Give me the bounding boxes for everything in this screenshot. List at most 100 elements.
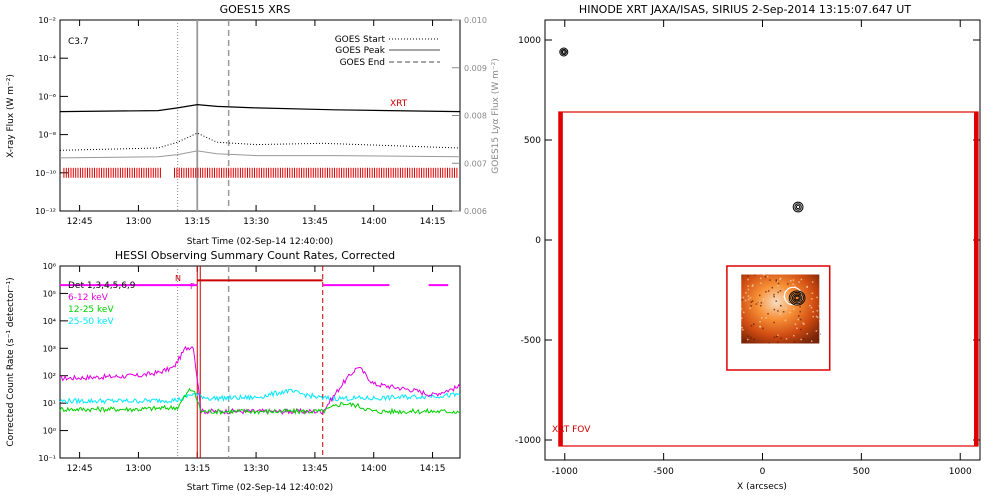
xrt-image-speckle (780, 337, 782, 339)
xrt-image-speckle (806, 333, 808, 335)
xrt-contour-ring (795, 204, 801, 210)
xrt-image-speckle (754, 274, 756, 276)
xrt-image-speckle (792, 279, 795, 281)
xrt-ytick-label: 500 (524, 136, 541, 146)
xrt-image-border (740, 273, 821, 345)
xrt-image-speckle (806, 286, 808, 288)
xrt-image-speckle (766, 275, 769, 278)
xrt-image-speckle (743, 311, 745, 314)
xrt-image-speckle (765, 317, 767, 319)
xrt-image-speckle (802, 322, 804, 324)
xrt-xtick-label: 0 (760, 467, 766, 477)
xrt-image-speckle (759, 294, 761, 297)
goes-series-solid-gray (59, 150, 461, 159)
xrt-contour-ring (792, 201, 804, 213)
xrt-image-speckle (765, 291, 767, 293)
xrt-image-speckle (815, 315, 818, 318)
goes-flare-class: C3.7 (68, 37, 89, 47)
xrt-image-speckle (744, 339, 747, 342)
xrt-ytick-label: -500 (521, 336, 542, 346)
hessi-ytick-label: 10⁶ (43, 262, 56, 271)
legend-label-goes-peak: GOES Peak (335, 46, 385, 56)
hessi-ytick-label: 10³ (43, 344, 56, 353)
hessi-xtick-label: 13:30 (243, 464, 269, 474)
xrt-image-speckle (800, 338, 802, 341)
xrt-image-speckle (775, 280, 778, 282)
xrt-image-speckle (762, 298, 765, 301)
xrt-image-speckle (785, 308, 787, 310)
xrt-image-speckle (816, 310, 819, 312)
xrt-image-speckle (744, 299, 747, 302)
xrt-image-speckle (741, 326, 743, 329)
hessi-xtick-label: 14:00 (361, 464, 387, 474)
hessi-ytick-label: 10² (43, 372, 56, 381)
xrt-image-speckle (789, 300, 791, 303)
xrt-image-speckle (747, 295, 750, 297)
xrt-contour-ring (794, 295, 800, 301)
xrt-image-speckle (745, 292, 747, 294)
goes-ytick-label: 10⁻¹² (35, 207, 56, 216)
xrt-image-speckle (741, 299, 743, 301)
xrt-image-speckle (773, 293, 775, 296)
hessi-legend-6-12: 6-12 keV (68, 293, 109, 303)
goes-xlabel: Start Time (02-Sep-14 12:40:00) (187, 237, 333, 247)
xrt-image-speckle (780, 303, 782, 305)
goes-xtick-label: 13:30 (243, 217, 269, 227)
xrt-image-speckle (790, 280, 792, 282)
hessi-ylabel: Corrected Count Rate (s⁻¹ detector⁻¹) (6, 277, 16, 446)
xrt-image-speckle (809, 304, 811, 307)
hessi-ytick-label: 10⁴ (43, 317, 56, 326)
xrt-image-speckle (779, 277, 782, 280)
xrt-image-speckle (782, 311, 785, 313)
hessi-xtick-label: 13:15 (184, 464, 210, 474)
xrt-image-speckle (801, 298, 804, 301)
xrt-image-speckle (800, 328, 802, 331)
xrt-contour-ring (793, 294, 801, 302)
xrt-contour-ring (559, 47, 569, 57)
xrt-panel: HINODE XRT JAXA/ISAS, SIRIUS 2-Sep-2014 … (515, 3, 981, 492)
xrt-contour-ring (794, 203, 802, 211)
goes-y2label: GOES15 Lyα Flux (W m⁻²) (491, 58, 501, 174)
xrt-image-speckle (768, 290, 770, 292)
xrt-image-speckle (811, 298, 813, 300)
xrt-image-speckle (773, 336, 776, 339)
xrt-image-speckle (811, 281, 814, 283)
goes-ytick-label: 10⁻² (38, 16, 56, 25)
hessi-series-6-12keV (59, 345, 461, 415)
xrt-image-speckle (787, 283, 789, 285)
xrt-title: HINODE XRT JAXA/ISAS, SIRIUS 2-Sep-2014 … (579, 3, 911, 16)
goes-ytick-label: 10⁻⁴ (38, 54, 56, 63)
xrt-ytick-label: 1000 (518, 36, 541, 46)
xrt-image-speckle (767, 313, 769, 315)
goes-y2tick-label: 0.009 (464, 64, 487, 73)
xrt-contour-ring (560, 48, 567, 56)
xrt-image-speckle (773, 321, 775, 324)
xrt-image-speckle (816, 316, 819, 319)
hessi-ytick-label: 10¹ (43, 399, 56, 408)
xrt-fov-label: XRT FOV (552, 425, 591, 435)
goes-y2tick-label: 0.008 (464, 112, 487, 121)
xrt-image-speckle (796, 327, 798, 330)
xrt-image-speckle (793, 341, 796, 343)
xrt-image-speckle (747, 288, 750, 291)
xrt-image-speckle (775, 300, 777, 302)
hessi-xtick-label: 12:45 (67, 464, 93, 474)
xrt-image-speckle (750, 305, 752, 307)
xrt-image-speckle (779, 278, 781, 280)
xrt-image-speckle (780, 305, 782, 307)
xrt-image-speckle (747, 275, 749, 277)
xrt-image-speckle (779, 313, 781, 315)
goes-xtick-label: 12:45 (67, 217, 93, 227)
xrt-image-speckle (817, 338, 819, 341)
xrt-image-speckle (799, 318, 802, 321)
xrt-xtick-label: 1000 (949, 467, 972, 477)
xrt-limb-arc (783, 286, 803, 306)
xrt-image-speckle (761, 317, 763, 319)
xrt-contour-ring (561, 50, 566, 54)
xrt-image-speckle (793, 308, 795, 310)
hessi-title: HESSI Observing Summary Count Rates, Cor… (115, 249, 395, 262)
xrt-image-speckle (758, 301, 760, 303)
goes-ytick-label: 10⁻¹⁰ (35, 169, 56, 178)
xrt-image-speckle (747, 278, 749, 281)
